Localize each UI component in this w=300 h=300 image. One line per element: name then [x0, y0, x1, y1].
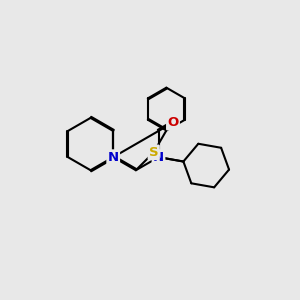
Text: N: N — [153, 151, 164, 164]
Text: S: S — [149, 146, 158, 159]
Text: N: N — [108, 151, 119, 164]
Text: O: O — [167, 116, 178, 129]
